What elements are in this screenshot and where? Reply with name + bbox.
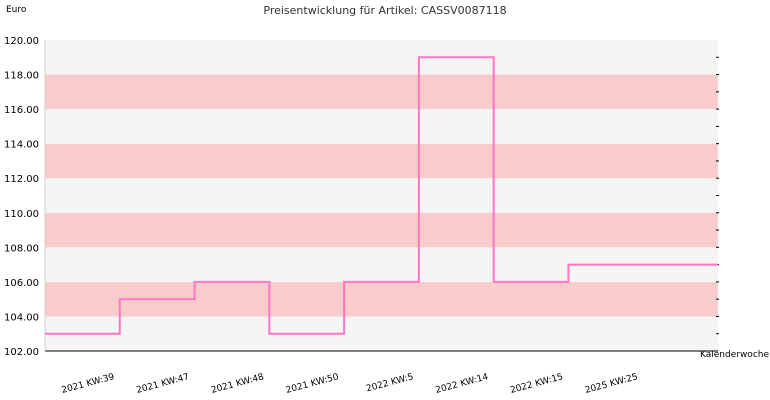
plot-band [45, 109, 718, 144]
y-tick-label: 106.00 [4, 278, 39, 289]
x-tick-label: 2022 KW:5 [365, 372, 414, 394]
chart-title: Preisentwicklung für Artikel: CASSV00871… [263, 4, 507, 17]
y-tick-label: 110.00 [4, 209, 39, 220]
y-tick-label: 114.00 [4, 140, 39, 151]
y-tick-label: 116.00 [4, 105, 39, 116]
y-axis-label: Euro [6, 5, 27, 15]
series-lines [45, 56, 718, 335]
x-tick-label: 2022 KW:15 [509, 372, 564, 396]
y-tick-label: 104.00 [4, 312, 39, 323]
x-tick-label: 2021 KW:48 [210, 372, 265, 396]
y-tick-label: 112.00 [4, 174, 39, 185]
y-tick-label: 102.00 [4, 347, 39, 358]
plot-band [45, 212, 718, 248]
y-tick-label: 108.00 [4, 243, 39, 254]
plot-band [45, 143, 718, 179]
y-tick-label: 120.00 [4, 36, 39, 47]
plot-bands [45, 40, 718, 351]
axes [44, 40, 718, 352]
plot-band [45, 74, 718, 110]
y-tick-label: 118.00 [4, 71, 39, 82]
price-step-line [45, 56, 718, 335]
y-ticks: 102.00 104.00 106.00 108.00 110.00 112.00 114.… [4, 36, 719, 358]
plot-band [45, 316, 718, 351]
x-tick-label: 2021 KW:47 [135, 372, 190, 396]
x-tick-label: 2021 KW:39 [61, 372, 116, 396]
x-axis-label: Kalenderwoche [700, 350, 770, 360]
x-tick-label: 2022 KW:14 [434, 372, 489, 396]
x-tick-label: 2025 KW:25 [584, 372, 639, 396]
plot-band [45, 178, 718, 213]
plot-band [45, 40, 718, 75]
x-tick-label: 2021 KW:50 [285, 372, 340, 396]
x-ticks: 2021 KW:39 2021 KW:47 2021 KW:48 2021 KW:50… [61, 372, 639, 396]
